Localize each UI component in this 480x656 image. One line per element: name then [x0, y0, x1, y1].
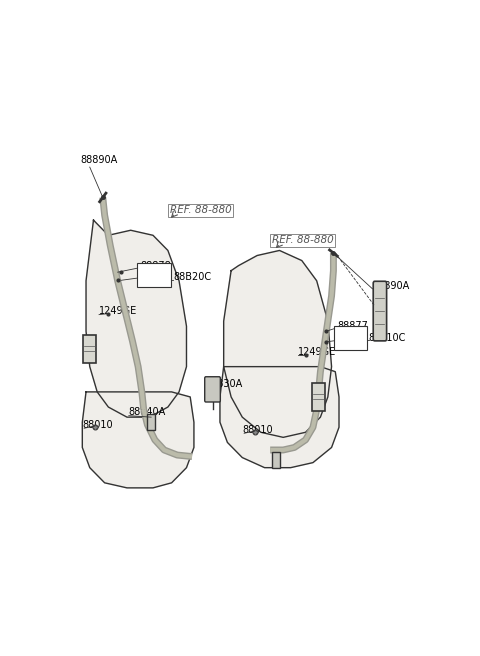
Text: 88010: 88010	[242, 425, 273, 435]
Text: 88877: 88877	[337, 321, 368, 331]
Text: 88010: 88010	[83, 420, 113, 430]
Text: 1249GE: 1249GE	[99, 306, 137, 316]
Polygon shape	[220, 367, 339, 468]
FancyBboxPatch shape	[334, 326, 367, 350]
Text: 88878: 88878	[140, 260, 171, 271]
Text: REF. 88-880: REF. 88-880	[170, 205, 231, 215]
Polygon shape	[86, 220, 186, 417]
Text: 88890A: 88890A	[81, 155, 118, 165]
Text: 88B20C: 88B20C	[173, 272, 212, 282]
Polygon shape	[83, 392, 194, 488]
FancyBboxPatch shape	[312, 383, 325, 411]
Text: 88890A: 88890A	[372, 281, 410, 291]
Text: 88810C: 88810C	[369, 333, 406, 343]
Text: 88840A: 88840A	[129, 407, 166, 417]
Polygon shape	[224, 251, 332, 438]
Text: 88877: 88877	[140, 272, 171, 282]
FancyBboxPatch shape	[137, 263, 171, 287]
FancyBboxPatch shape	[147, 414, 155, 430]
Text: REF. 88-880: REF. 88-880	[272, 236, 334, 245]
FancyBboxPatch shape	[272, 452, 280, 468]
FancyBboxPatch shape	[83, 335, 96, 363]
FancyBboxPatch shape	[204, 377, 220, 402]
Text: 88878: 88878	[337, 333, 368, 343]
Text: 1249GE: 1249GE	[298, 346, 336, 357]
Text: 88830A: 88830A	[205, 379, 242, 390]
FancyBboxPatch shape	[373, 281, 386, 341]
